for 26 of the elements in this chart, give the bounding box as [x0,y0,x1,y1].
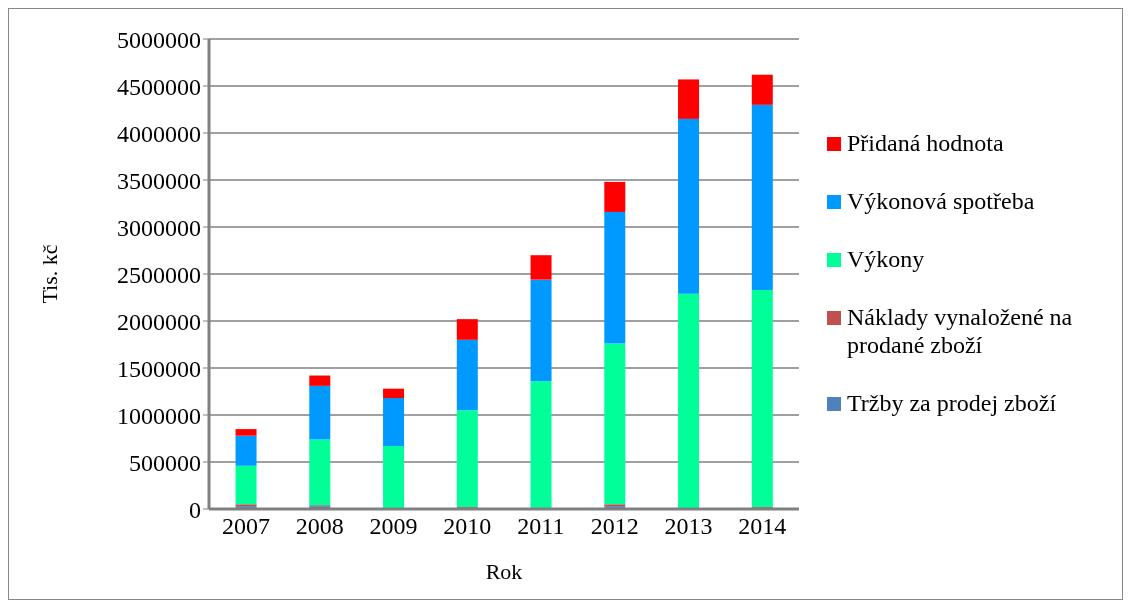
y-tick-label: 5000000 [117,26,201,53]
y-tick-label: 3500000 [117,167,201,194]
y-tick-label: 2500000 [117,261,201,288]
x-axis-title: Rok [485,559,523,584]
x-tick-label: 2011 [517,513,565,540]
y-tick-label: 500000 [129,449,201,476]
x-tick-label: 2008 [295,513,344,540]
y-tick-label: 0 [189,496,201,523]
x-tick-label: 2009 [369,513,418,540]
legend-label: Tržby za prodej zboží [847,389,1057,417]
y-tick-label: 1500000 [117,355,201,382]
x-tick-label: 2013 [664,513,713,540]
y-tick-label: 1000000 [117,402,201,429]
y-tick-label: 4000000 [117,120,201,147]
y-tick-label: 2000000 [117,308,201,335]
x-tick-label: 2014 [738,513,787,540]
x-tick-label: 2007 [221,513,270,540]
x-tick-label: 2012 [590,513,639,540]
y-tick-label: 3000000 [117,214,201,241]
x-tick-label: 2010 [443,513,492,540]
legend-label: Náklady vynaložené na prodané zboží [847,303,1074,359]
legend-label: Výkony [847,245,925,273]
legend-label: Výkonová spotřeba [847,187,1035,215]
legend-label: Přidaná hodnota [847,129,1004,157]
y-axis-title: Tis. kč [36,244,62,304]
y-tick-label: 4500000 [117,73,201,100]
